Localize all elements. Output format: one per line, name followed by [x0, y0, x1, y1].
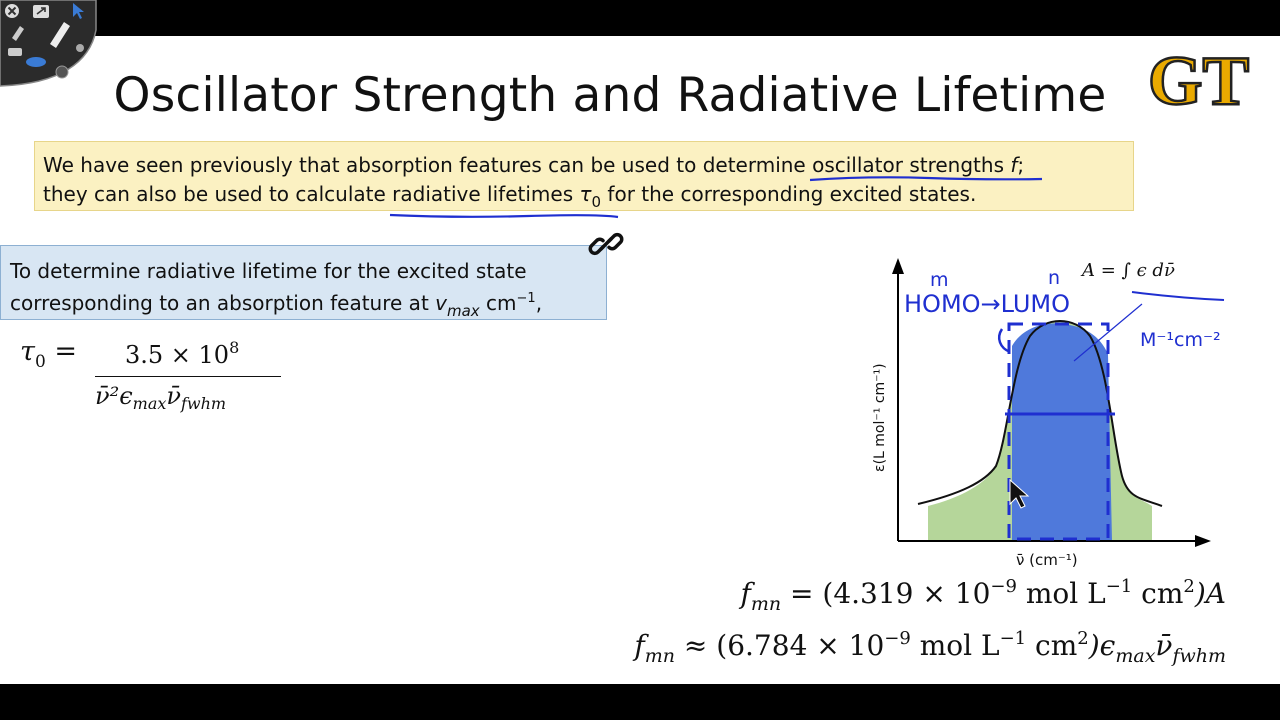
- intro-text-3: for the corresponding excited states.: [601, 182, 977, 206]
- annotation-homo-lumo: HOMO→LUMO: [904, 290, 1070, 318]
- gt-logo: GT: [1147, 42, 1251, 116]
- tau-denominator: ν̄²ϵmaxν̄fwhm: [95, 382, 227, 413]
- definition-line-2: corresponding to an absorption feature a…: [10, 291, 543, 320]
- intro-text: We have seen previously that absorption …: [43, 153, 813, 177]
- intro-box: We have seen previously that absorption …: [34, 141, 1134, 219]
- intro-text-2: they can also be used to calculate: [43, 182, 393, 206]
- close-icon[interactable]: [5, 4, 19, 18]
- eraser-icon[interactable]: [8, 48, 22, 56]
- axes: [892, 258, 1211, 547]
- definition-box: To determine radiative lifetime for the …: [0, 245, 607, 320]
- annotation-n: n: [1048, 267, 1060, 289]
- laser-icon[interactable]: [26, 57, 46, 67]
- annotation-m: m: [930, 269, 949, 291]
- intro-line-1: We have seen previously that absorption …: [43, 151, 1133, 182]
- link-icon[interactable]: [588, 226, 624, 262]
- slide: Oscillator Strength and Radiative Lifeti…: [0, 36, 1280, 684]
- fraction-bar: [95, 376, 281, 377]
- arrow-icon[interactable]: [73, 3, 84, 19]
- annotation-toolbar: [0, 0, 97, 87]
- fwhm-dashed-box: [1007, 322, 1110, 541]
- absorption-diagram: ν̄ (cm⁻¹) ε(L mol⁻¹ cm⁻¹) A = ∫ ϵ dν̄ m …: [872, 258, 1225, 569]
- pen-icon[interactable]: [12, 26, 24, 41]
- fmn-approx-equation: fmn ≈ (6.784 × 10−9 mol L−1 cm2)ϵmaxν̄fw…: [634, 628, 1226, 667]
- x-axis-label: ν̄ (cm⁻¹): [1016, 551, 1078, 569]
- area-formula: A = ∫ ϵ dν̄: [1080, 260, 1175, 281]
- intro-punct: ;: [1017, 153, 1025, 177]
- share-icon[interactable]: [33, 5, 49, 18]
- intro-line-2: they can also be used to calculate radia…: [43, 180, 1133, 219]
- definition-line-1: To determine radiative lifetime for the …: [10, 259, 527, 283]
- tau-numerator: 3.5 × 108: [125, 338, 240, 369]
- highlighter-icon[interactable]: [50, 22, 70, 48]
- slide-title: Oscillator Strength and Radiative Lifeti…: [113, 68, 1107, 123]
- svg-text:GT: GT: [1148, 43, 1249, 116]
- cursor-icon: [1009, 478, 1030, 509]
- radiative-lifetimes-term: radiative lifetimes τ0: [390, 180, 619, 219]
- fwhm-scribble: [1012, 323, 1112, 541]
- fmn-exact-equation: fmn = (4.319 × 10−9 mol L−1 cm2)A: [740, 576, 1227, 615]
- annotation-units: M⁻¹cm⁻²: [1140, 329, 1221, 351]
- tau-lhs: τ0 =: [20, 336, 77, 372]
- oscillator-strengths-term: oscillator strengths f: [810, 151, 1043, 182]
- y-axis-label: ε(L mol⁻¹ cm⁻¹): [872, 363, 888, 472]
- absorption-curve: [917, 320, 1163, 507]
